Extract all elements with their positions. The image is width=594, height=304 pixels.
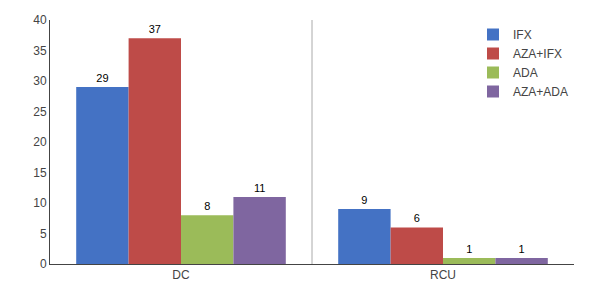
svg-text:5: 5 [40, 227, 47, 241]
svg-text:AZA+ADA: AZA+ADA [513, 85, 568, 99]
svg-text:IFX: IFX [513, 28, 532, 42]
svg-text:20: 20 [33, 135, 47, 149]
svg-text:RCU: RCU [430, 268, 456, 282]
svg-text:40: 40 [33, 13, 47, 27]
svg-text:ADA: ADA [513, 66, 538, 80]
svg-text:29: 29 [96, 72, 108, 84]
svg-text:37: 37 [149, 23, 161, 35]
svg-text:9: 9 [361, 194, 367, 206]
svg-text:8: 8 [204, 200, 210, 212]
svg-text:6: 6 [414, 212, 420, 224]
svg-text:25: 25 [33, 105, 47, 119]
svg-text:35: 35 [33, 44, 47, 58]
svg-text:1: 1 [519, 243, 525, 255]
svg-text:11: 11 [254, 182, 265, 194]
svg-text:DC: DC [172, 268, 190, 282]
svg-text:10: 10 [33, 196, 47, 210]
svg-text:30: 30 [33, 74, 47, 88]
svg-text:AZA+IFX: AZA+IFX [513, 47, 562, 61]
svg-text:15: 15 [33, 166, 47, 180]
svg-text:1: 1 [466, 243, 472, 255]
svg-text:0: 0 [40, 257, 47, 271]
